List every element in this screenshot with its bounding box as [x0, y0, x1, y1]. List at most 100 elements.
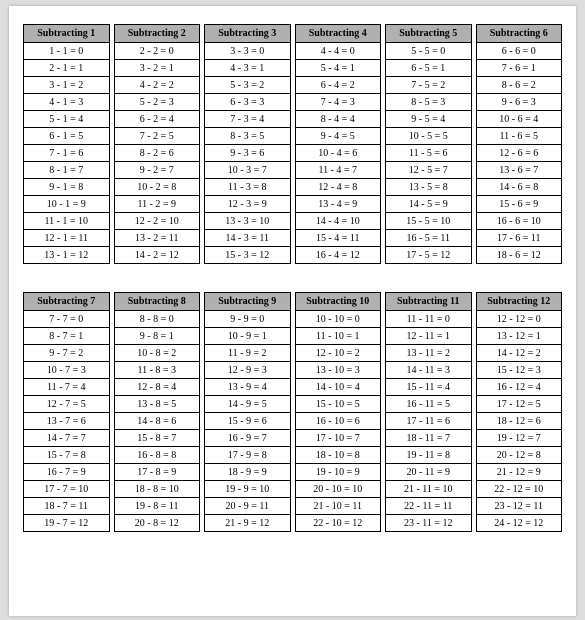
- table-block-1: Subtracting 11 - 1 = 02 - 1 = 13 - 1 = 2…: [23, 24, 562, 264]
- equation-cell: 20 - 11 = 9: [386, 464, 472, 481]
- equation-cell: 20 - 9 = 11: [205, 498, 291, 515]
- equation-cell: 17 - 11 = 6: [386, 413, 472, 430]
- equation-cell: 9 - 6 = 3: [476, 94, 562, 111]
- equation-cell: 14 - 7 = 7: [24, 430, 110, 447]
- equation-cell: 14 - 3 = 11: [205, 230, 291, 247]
- equation-cell: 12 - 2 = 10: [114, 213, 200, 230]
- table-header: Subtracting 10: [295, 293, 381, 311]
- equation-cell: 12 - 4 = 8: [295, 179, 381, 196]
- equation-cell: 9 - 7 = 2: [24, 345, 110, 362]
- equation-cell: 19 - 9 = 10: [205, 481, 291, 498]
- equation-cell: 16 - 9 = 7: [205, 430, 291, 447]
- equation-cell: 15 - 5 = 10: [386, 213, 472, 230]
- equation-cell: 8 - 3 = 5: [205, 128, 291, 145]
- equation-cell: 6 - 5 = 1: [386, 60, 472, 77]
- equation-cell: 21 - 9 = 12: [205, 515, 291, 532]
- equation-cell: 16 - 12 = 4: [476, 379, 562, 396]
- equation-cell: 5 - 1 = 4: [24, 111, 110, 128]
- equation-cell: 13 - 3 = 10: [205, 213, 291, 230]
- equation-cell: 14 - 2 = 12: [114, 247, 200, 264]
- equation-cell: 19 - 11 = 8: [386, 447, 472, 464]
- equation-cell: 10 - 5 = 5: [386, 128, 472, 145]
- equation-cell: 8 - 2 = 6: [114, 145, 200, 162]
- equation-cell: 15 - 11 = 4: [386, 379, 472, 396]
- equation-cell: 15 - 4 = 11: [295, 230, 381, 247]
- equation-cell: 17 - 5 = 12: [386, 247, 472, 264]
- table-header: Subtracting 7: [24, 293, 110, 311]
- equation-cell: 3 - 3 = 0: [205, 43, 291, 60]
- equation-cell: 18 - 6 = 12: [476, 247, 562, 264]
- equation-cell: 21 - 11 = 10: [386, 481, 472, 498]
- equation-cell: 13 - 10 = 3: [295, 362, 381, 379]
- equation-cell: 12 - 11 = 1: [386, 328, 472, 345]
- equation-cell: 13 - 9 = 4: [205, 379, 291, 396]
- equation-cell: 16 - 10 = 6: [295, 413, 381, 430]
- equation-cell: 17 - 6 = 11: [476, 230, 562, 247]
- equation-cell: 3 - 2 = 1: [114, 60, 200, 77]
- equation-cell: 1 - 1 = 0: [24, 43, 110, 60]
- equation-cell: 14 - 8 = 6: [114, 413, 200, 430]
- equation-cell: 22 - 12 = 10: [476, 481, 562, 498]
- equation-cell: 20 - 12 = 8: [476, 447, 562, 464]
- equation-cell: 5 - 3 = 2: [205, 77, 291, 94]
- subtraction-table-1: Subtracting 11 - 1 = 02 - 1 = 13 - 1 = 2…: [23, 24, 110, 264]
- equation-cell: 9 - 9 = 0: [205, 311, 291, 328]
- equation-cell: 16 - 6 = 10: [476, 213, 562, 230]
- equation-cell: 10 - 6 = 4: [476, 111, 562, 128]
- equation-cell: 8 - 5 = 3: [386, 94, 472, 111]
- equation-cell: 12 - 7 = 5: [24, 396, 110, 413]
- equation-cell: 9 - 1 = 8: [24, 179, 110, 196]
- equation-cell: 12 - 8 = 4: [114, 379, 200, 396]
- equation-cell: 18 - 8 = 10: [114, 481, 200, 498]
- subtraction-table-9: Subtracting 99 - 9 = 010 - 9 = 111 - 9 =…: [204, 292, 291, 532]
- table-header: Subtracting 3: [205, 25, 291, 43]
- subtraction-table-8: Subtracting 88 - 8 = 09 - 8 = 110 - 8 = …: [114, 292, 201, 532]
- equation-cell: 7 - 2 = 5: [114, 128, 200, 145]
- subtraction-table-6: Subtracting 66 - 6 = 07 - 6 = 18 - 6 = 2…: [476, 24, 563, 264]
- equation-cell: 5 - 2 = 3: [114, 94, 200, 111]
- equation-cell: 24 - 12 = 12: [476, 515, 562, 532]
- equation-cell: 13 - 4 = 9: [295, 196, 381, 213]
- equation-cell: 18 - 12 = 6: [476, 413, 562, 430]
- equation-cell: 13 - 8 = 5: [114, 396, 200, 413]
- equation-cell: 15 - 7 = 8: [24, 447, 110, 464]
- equation-cell: 15 - 8 = 7: [114, 430, 200, 447]
- equation-cell: 7 - 6 = 1: [476, 60, 562, 77]
- equation-cell: 12 - 6 = 6: [476, 145, 562, 162]
- equation-cell: 13 - 7 = 6: [24, 413, 110, 430]
- table-header: Subtracting 9: [205, 293, 291, 311]
- equation-cell: 10 - 2 = 8: [114, 179, 200, 196]
- table-header: Subtracting 5: [386, 25, 472, 43]
- equation-cell: 3 - 1 = 2: [24, 77, 110, 94]
- equation-cell: 10 - 4 = 6: [295, 145, 381, 162]
- equation-cell: 17 - 12 = 5: [476, 396, 562, 413]
- equation-cell: 14 - 9 = 5: [205, 396, 291, 413]
- equation-cell: 16 - 7 = 9: [24, 464, 110, 481]
- equation-cell: 19 - 8 = 11: [114, 498, 200, 515]
- subtraction-table-3: Subtracting 33 - 3 = 04 - 3 = 15 - 3 = 2…: [204, 24, 291, 264]
- equation-cell: 18 - 7 = 11: [24, 498, 110, 515]
- table-header: Subtracting 12: [476, 293, 562, 311]
- equation-cell: 11 - 5 = 6: [386, 145, 472, 162]
- equation-cell: 6 - 3 = 3: [205, 94, 291, 111]
- equation-cell: 15 - 9 = 6: [205, 413, 291, 430]
- equation-cell: 13 - 11 = 2: [386, 345, 472, 362]
- equation-cell: 2 - 1 = 1: [24, 60, 110, 77]
- equation-cell: 6 - 4 = 2: [295, 77, 381, 94]
- subtraction-table-4: Subtracting 44 - 4 = 05 - 4 = 16 - 4 = 2…: [295, 24, 382, 264]
- equation-cell: 11 - 10 = 1: [295, 328, 381, 345]
- equation-cell: 4 - 1 = 3: [24, 94, 110, 111]
- equation-cell: 23 - 12 = 11: [476, 498, 562, 515]
- equation-cell: 14 - 6 = 8: [476, 179, 562, 196]
- equation-cell: 4 - 4 = 0: [295, 43, 381, 60]
- equation-cell: 14 - 12 = 2: [476, 345, 562, 362]
- equation-cell: 13 - 2 = 11: [114, 230, 200, 247]
- equation-cell: 22 - 11 = 11: [386, 498, 472, 515]
- equation-cell: 14 - 10 = 4: [295, 379, 381, 396]
- equation-cell: 8 - 7 = 1: [24, 328, 110, 345]
- table-header: Subtracting 2: [114, 25, 200, 43]
- table-header: Subtracting 4: [295, 25, 381, 43]
- equation-cell: 11 - 6 = 5: [476, 128, 562, 145]
- equation-cell: 7 - 1 = 6: [24, 145, 110, 162]
- equation-cell: 6 - 6 = 0: [476, 43, 562, 60]
